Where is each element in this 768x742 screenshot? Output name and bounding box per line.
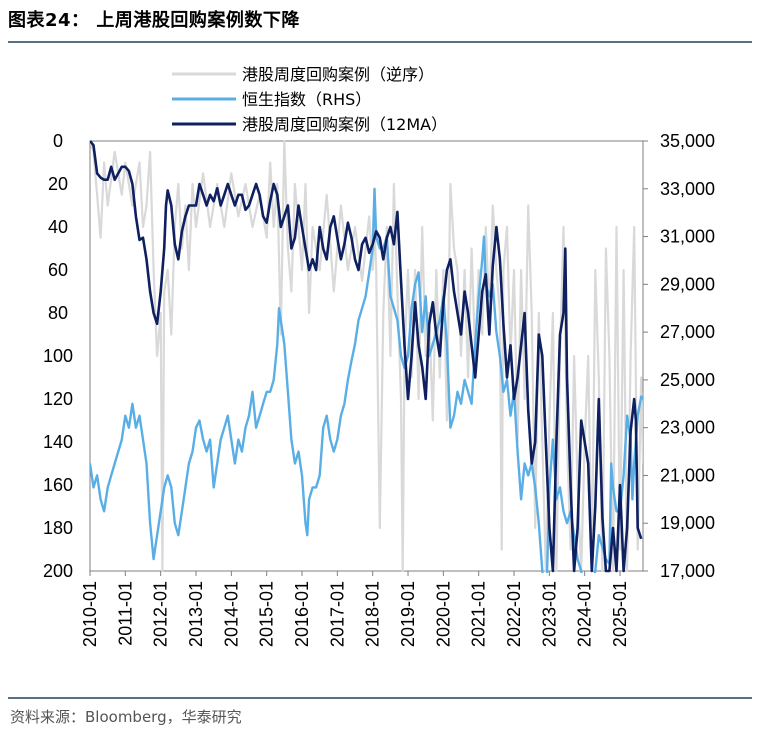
x-tick-label: 2017-01 xyxy=(327,581,347,647)
source-divider xyxy=(8,697,752,699)
right-axis: 35,000 33,000 31,000 29,000 27,000 25,000 23,0… xyxy=(643,131,715,581)
left-tick-label: 80 xyxy=(48,303,68,323)
figure-title: 图表24： 上周港股回购案例数下降 xyxy=(8,10,300,31)
left-tick-label: 160 xyxy=(43,475,73,495)
right-tick-label: 27,000 xyxy=(660,322,715,342)
x-tick-label: 2012-01 xyxy=(151,581,171,647)
series-ma12-line xyxy=(90,140,643,573)
x-tick-label: 2024-01 xyxy=(575,581,595,647)
x-tick-label: 2023-01 xyxy=(539,581,559,647)
x-tick-label: 2014-01 xyxy=(221,581,241,647)
x-tick-label: 2021-01 xyxy=(469,581,489,647)
left-tick-label: 60 xyxy=(48,260,68,280)
legend-label: 恒生指数（RHS） xyxy=(242,90,371,109)
left-tick-label: 20 xyxy=(48,174,68,194)
x-tick-label: 2022-01 xyxy=(504,581,524,647)
series-layer xyxy=(90,139,643,573)
left-tick-label: 200 xyxy=(43,561,73,581)
right-tick-label: 19,000 xyxy=(660,513,715,533)
title-divider xyxy=(8,41,752,43)
x-tick-label: 2015-01 xyxy=(257,581,277,647)
left-tick-label: 100 xyxy=(43,346,73,366)
x-tick-label: 2013-01 xyxy=(186,581,206,647)
x-tick-label: 2020-01 xyxy=(433,581,453,647)
series-hsi-line xyxy=(90,187,643,573)
left-tick-label: 120 xyxy=(43,389,73,409)
left-axis: 0 20 40 60 80 100 120 140 160 180 200 xyxy=(43,131,73,581)
left-tick-label: 140 xyxy=(43,432,73,452)
legend-label: 港股周度回购案例（逆序） xyxy=(242,65,434,84)
x-tick-label: 2016-01 xyxy=(292,581,312,647)
right-tick-label: 23,000 xyxy=(660,418,715,438)
x-tick-label: 2025-01 xyxy=(610,581,630,647)
right-tick-label: 31,000 xyxy=(660,227,715,247)
plot-frame xyxy=(89,140,644,572)
left-tick-label: 0 xyxy=(53,131,63,151)
source-note: 资料来源：Bloomberg，华泰研究 xyxy=(10,708,242,726)
left-tick-label: 40 xyxy=(48,217,68,237)
left-tick-label: 180 xyxy=(43,518,73,538)
right-tick-label: 25,000 xyxy=(660,370,715,390)
x-axis: 2010-01 2011-01 2012-01 2013-01 2014-01 2015-… xyxy=(80,571,630,647)
right-tick-label: 35,000 xyxy=(660,131,715,151)
right-tick-label: 21,000 xyxy=(660,465,715,485)
right-tick-label: 17,000 xyxy=(660,561,715,581)
x-tick-label: 2019-01 xyxy=(398,581,418,647)
legend: 港股周度回购案例（逆序） 恒生指数（RHS） 港股周度回购案例（12MA） xyxy=(172,65,447,134)
x-tick-label: 2011-01 xyxy=(115,581,135,646)
legend-label: 港股周度回购案例（12MA） xyxy=(242,115,447,134)
right-tick-label: 33,000 xyxy=(660,179,715,199)
x-tick-label: 2018-01 xyxy=(363,581,383,647)
x-tick-label: 2010-01 xyxy=(80,581,100,647)
right-tick-label: 29,000 xyxy=(660,274,715,294)
